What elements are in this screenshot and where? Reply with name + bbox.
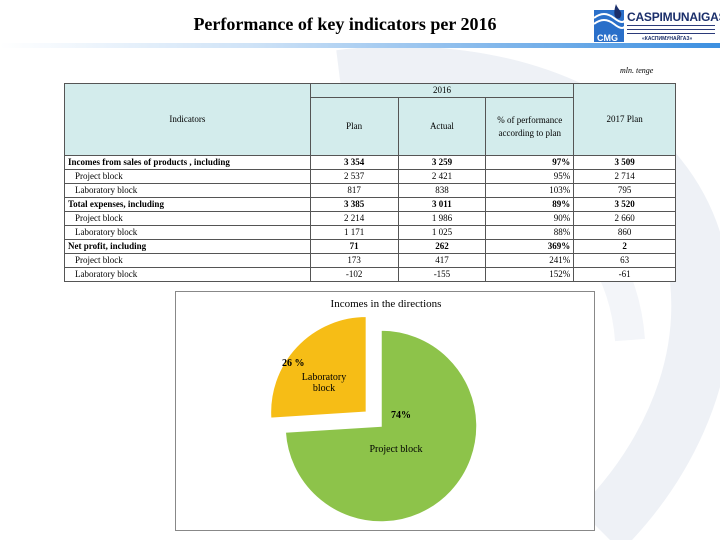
table-row: Laboratory block -102 -155 152% -61 <box>64 267 676 282</box>
cell-plan-2017: 2 <box>573 239 676 254</box>
cell-plan-2017: 860 <box>573 225 676 240</box>
cell-plan-2017: 2 714 <box>573 169 676 184</box>
table-row: Incomes from sales of products , includi… <box>64 155 676 170</box>
cell-plan: 2 537 <box>309 169 399 184</box>
logo-line <box>627 29 715 30</box>
cell-plan: 2 214 <box>309 211 399 226</box>
table-row: Project block 2 537 2 421 95% 2 714 <box>64 169 676 184</box>
cell-plan: 3 354 <box>309 155 399 170</box>
header-performance: % of performance according to plan <box>485 97 575 156</box>
page-title: Performance of key indicators per 2016 <box>193 14 497 34</box>
cell-actual: 1 986 <box>397 211 487 226</box>
cell-plan: 817 <box>309 183 399 198</box>
logo-line <box>627 25 715 27</box>
pie-chart: Incomes in the directions 74% Project blo… <box>175 291 595 531</box>
logo-emblem-icon <box>593 4 626 42</box>
cell-plan-2017: 63 <box>573 253 676 268</box>
cell-performance: 88% <box>485 225 575 240</box>
pie-slice-laboratory <box>269 315 368 420</box>
row-label: Net profit, including <box>64 239 311 254</box>
cell-actual: 417 <box>397 253 487 268</box>
slice-value-laboratory: 26 % <box>282 358 305 369</box>
table-row: Project block 173 417 241% 63 <box>64 253 676 268</box>
logo-line <box>627 33 715 34</box>
logo-abbr: CMG <box>597 33 618 43</box>
cell-performance: 152% <box>485 267 575 282</box>
cell-plan: 1 171 <box>309 225 399 240</box>
header-indicators: Indicators <box>64 83 311 156</box>
cell-plan-2017: 3 509 <box>573 155 676 170</box>
table-row: Laboratory block 1 171 1 025 88% 860 <box>64 225 676 240</box>
cell-performance: 90% <box>485 211 575 226</box>
cell-plan: 71 <box>309 239 399 254</box>
logo-tagline: «КАСПИМУНАЙГАЗ» <box>642 36 693 42</box>
row-label: Laboratory block <box>64 267 311 282</box>
row-label: Laboratory block <box>64 183 311 198</box>
cell-plan: -102 <box>309 267 399 282</box>
cell-plan-2017: -61 <box>573 267 676 282</box>
row-label: Project block <box>64 253 311 268</box>
header-plan: Plan <box>309 97 399 156</box>
cell-actual: 838 <box>397 183 487 198</box>
row-label: Project block <box>64 211 311 226</box>
logo-name: CASPIMUNAIGAS <box>627 10 720 24</box>
cell-actual: 2 421 <box>397 169 487 184</box>
header-year: 2016 <box>309 83 575 98</box>
table-row: Project block 2 214 1 986 90% 2 660 <box>64 211 676 226</box>
cell-performance: 89% <box>485 197 575 212</box>
cell-actual: 262 <box>397 239 487 254</box>
row-label: Incomes from sales of products , includi… <box>64 155 311 170</box>
table-row: Laboratory block 817 838 103% 795 <box>64 183 676 198</box>
title-divider <box>0 43 720 48</box>
row-label: Total expenses, including <box>64 197 311 212</box>
cell-actual: 3 259 <box>397 155 487 170</box>
table-row: Total expenses, including 3 385 3 011 89% 3 … <box>64 197 676 212</box>
cell-plan-2017: 3 520 <box>573 197 676 212</box>
indicators-table: Indicators 2016 2017 Plan Plan Actual % … <box>64 83 676 282</box>
cell-actual: -155 <box>397 267 487 282</box>
cell-performance: 103% <box>485 183 575 198</box>
header-actual: Actual <box>397 97 487 156</box>
cell-performance: 95% <box>485 169 575 184</box>
cell-performance: 369% <box>485 239 575 254</box>
row-label: Laboratory block <box>64 225 311 240</box>
table-row: Net profit, including 71 262 369% 2 <box>64 239 676 254</box>
slice-label-laboratory: Laboratory block <box>301 372 347 394</box>
slice-label-project: Project block <box>369 444 423 455</box>
pie-slice-project <box>284 329 478 523</box>
pie-canvas <box>269 315 478 523</box>
cell-performance: 97% <box>485 155 575 170</box>
cell-plan-2017: 795 <box>573 183 676 198</box>
company-logo: CMG CASPIMUNAIGAS «КАСПИМУНАЙГАЗ» <box>592 4 720 44</box>
cell-actual: 1 025 <box>397 225 487 240</box>
row-label: Project block <box>64 169 311 184</box>
header-plan-2017: 2017 Plan <box>573 83 676 156</box>
cell-plan: 3 385 <box>309 197 399 212</box>
cell-plan-2017: 2 660 <box>573 211 676 226</box>
chart-title: Incomes in the directions <box>330 298 442 310</box>
cell-plan: 173 <box>309 253 399 268</box>
slice-value-project: 74% <box>391 410 411 421</box>
units-note: mln. tenge <box>620 66 654 75</box>
cell-performance: 241% <box>485 253 575 268</box>
cell-actual: 3 011 <box>397 197 487 212</box>
